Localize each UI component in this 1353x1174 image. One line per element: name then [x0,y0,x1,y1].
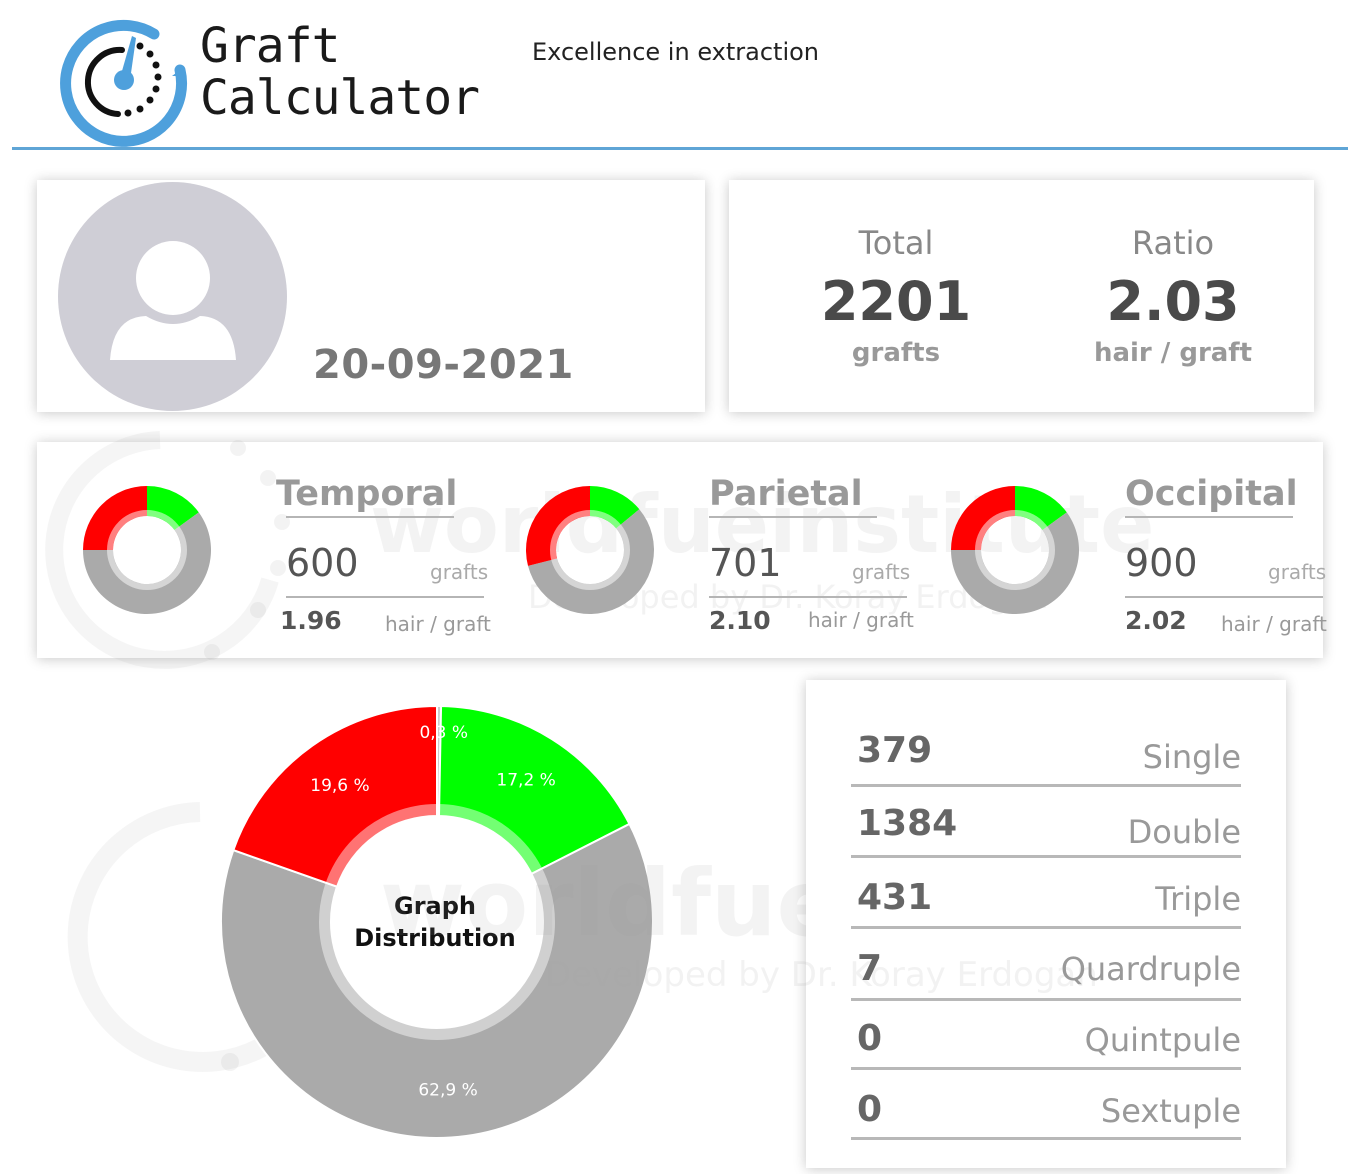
donut-red-slice [951,486,1015,550]
parietal-donut-chart [526,486,654,614]
zone-title-underline [709,516,877,518]
zone-ratio-parietal: 2.10 [709,606,771,635]
zone-ratio-unit: hair / graft [808,608,914,632]
graft-label-single: Single [1142,738,1241,776]
donut-red-slice [526,486,590,566]
graft-count-sextuple: 0 [857,1089,883,1130]
zone-title-underline [1125,516,1293,518]
donut-inner-ring [975,510,1055,590]
zone-title-occipital: Occipital [1125,474,1298,514]
row-divider [851,1137,1241,1140]
graph-distribution-donut-chart: 0,3 % 17,2 % 62,9 % 19,6 % [220,705,654,1139]
graft-count-quardruple: 7 [857,948,883,989]
zone-value-underline [709,596,907,598]
donut-inner-ring [550,510,630,590]
ratio-value: 2.03 [1106,270,1240,333]
graft-count-double: 1384 [857,803,958,844]
graft-label-quintpule: Quintpule [1084,1021,1241,1059]
slice-percent-label: 17,2 % [496,771,555,791]
profile-date: 20-09-2021 [313,342,574,388]
zone-title-temporal: Temporal [276,474,458,514]
zone-ratio-unit: hair / graft [1221,612,1327,636]
total-label: Total [858,224,934,262]
chart-center-line-2: Distribution [354,924,516,952]
chart-center-line-1: Graph [394,892,476,920]
logo-line-1: Graft [200,18,340,74]
zones-card [37,442,1323,658]
donut-hole [331,816,543,1028]
summary-card [729,180,1314,412]
total-unit: grafts [851,338,941,368]
zone-grafts-parietal: 701 [709,541,782,585]
zone-grafts-unit: grafts [852,560,911,584]
total-value: 2201 [820,270,972,333]
chart-center-label: Graph Distribution [340,890,530,954]
graft-count-quintpule: 0 [857,1018,883,1059]
zone-grafts-unit: grafts [430,560,489,584]
row-divider [851,855,1241,858]
graft-label-triple: Triple [1155,880,1241,918]
zone-ratio-occipital: 2.02 [1125,606,1187,635]
ratio-label: Ratio [1131,224,1215,262]
app-logo-text: Graft Calculator [200,18,480,126]
user-silhouette-icon [110,241,236,360]
graft-type-list-card [806,680,1286,1168]
gauge-stopwatch-icon [60,19,188,147]
donut-green-slice [1015,486,1067,531]
donut-green-slice [147,486,199,531]
slice-percent-label: 0,3 % [419,723,468,743]
donut-red-slice [83,486,147,550]
header-divider [12,147,1348,150]
row-divider [851,998,1241,1001]
app-header: Graft Calculator Excellence in extractio… [0,0,1353,150]
graft-count-single: 379 [857,730,933,771]
graft-label-quardruple: Quardruple [1060,950,1241,988]
zone-ratio-unit: hair / graft [385,612,491,636]
graft-label-sextuple: Sextuple [1100,1092,1241,1130]
slice-percent-label: 19,6 % [310,776,369,796]
watermark-logo-icon [45,431,290,669]
zone-value-underline [286,596,484,598]
tagline: Excellence in extraction [532,38,820,66]
temporal-donut-chart [83,486,211,614]
zone-title-underline [286,516,454,518]
zone-grafts-temporal: 600 [286,541,359,585]
occipital-donut-chart [951,486,1079,614]
donut-inner-ring [319,804,555,1040]
row-divider [851,926,1241,929]
watermark-credit: Developed by Dr. Koray Erdogan [545,955,1098,995]
graft-label-double: Double [1127,813,1241,851]
logo-line-2: Calculator [200,70,480,126]
zone-title-parietal: Parietal [709,474,863,514]
graft-count-triple: 431 [857,877,933,918]
zone-grafts-occipital: 900 [1125,541,1198,585]
row-divider [851,784,1241,787]
avatar[interactable] [58,182,287,411]
row-divider [851,1067,1241,1070]
ratio-unit: hair / graft [1093,338,1253,368]
zone-ratio-temporal: 1.96 [280,606,342,635]
slice-percent-label: 62,9 % [418,1081,477,1101]
zone-grafts-unit: grafts [1268,560,1327,584]
zone-value-underline [1125,596,1323,598]
donut-inner-ring [107,510,187,590]
